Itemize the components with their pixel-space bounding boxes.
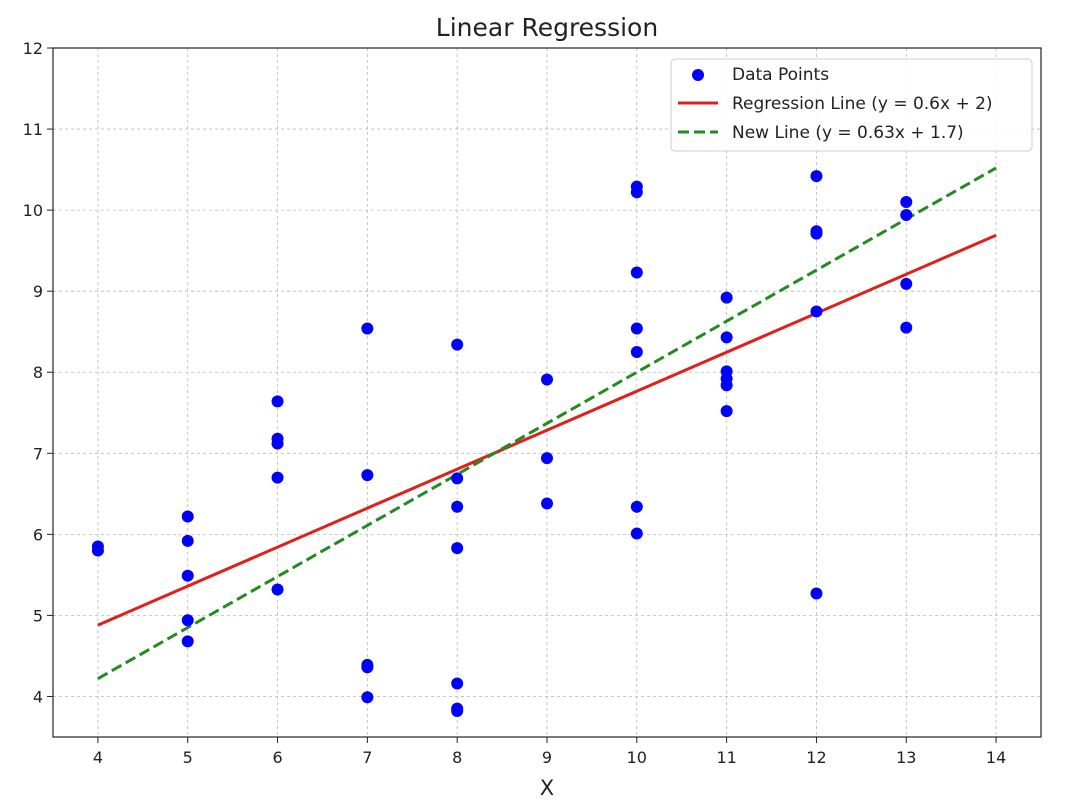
data-point [181,569,194,582]
y-tick-label: 11 [23,120,43,139]
data-point [271,437,284,450]
x-tick-label: 5 [183,748,193,767]
data-point [900,196,913,209]
data-point [181,510,194,523]
data-point [271,583,284,596]
data-point [361,691,374,704]
legend-marker-data-points [692,69,704,81]
y-tick-label: 4 [33,687,43,706]
data-points [91,170,913,718]
x-tick-label: 12 [806,748,826,767]
data-point [900,321,913,334]
y-tick-label: 7 [33,444,43,463]
data-point [630,527,643,540]
x-tick-label: 11 [716,748,736,767]
data-point [451,338,464,351]
x-tick-label: 8 [452,748,462,767]
data-point [361,469,374,482]
data-point [630,186,643,199]
data-point [361,322,374,335]
data-point [541,452,553,465]
y-tick-label: 10 [23,201,43,220]
legend: Data Points Regression Line (y = 0.6x + 2… [670,58,1033,152]
y-tick-label: 8 [33,363,43,382]
x-tick-label: 4 [93,748,103,767]
data-point [720,405,733,418]
data-point [181,534,194,547]
y-tick-label: 5 [33,606,43,625]
data-point [630,266,643,279]
data-point [900,277,913,290]
data-point [810,170,823,183]
data-point [541,373,553,386]
data-point [720,291,733,304]
x-tick-label: 14 [986,748,1006,767]
x-tick-label: 13 [896,748,916,767]
x-axis-ticks: 4 5 6 7 8 9 10 11 12 13 14 [93,737,1006,767]
data-point [810,227,823,240]
legend-box [670,58,1033,152]
legend-label: Regression Line (y = 0.6x + 2) [732,94,993,114]
x-tick-label: 7 [362,748,372,767]
data-point [630,322,643,335]
data-point [900,208,913,221]
x-axis-label: X [540,776,554,800]
data-point [720,331,733,344]
data-point [451,472,464,485]
chart-title: Linear Regression [436,13,658,42]
x-tick-label: 10 [627,748,647,767]
legend-label: New Line (y = 0.63x + 1.7) [732,123,964,143]
data-point [810,305,823,318]
data-point [451,500,464,513]
data-point [361,661,374,674]
y-tick-label: 6 [33,525,43,544]
data-point [541,497,553,510]
data-point [271,395,284,408]
regression-line [97,233,997,627]
data-point [810,587,823,600]
data-point [630,345,643,358]
data-point [91,544,104,557]
y-axis-ticks: 4 5 6 7 8 9 10 11 12 [23,39,53,706]
data-point [271,471,284,484]
data-point [451,542,464,555]
data-point [451,677,464,690]
new-line [97,166,997,680]
data-point [630,500,643,513]
x-tick-label: 6 [272,748,282,767]
legend-label: Data Points [732,65,829,85]
series-lines [97,166,997,680]
x-tick-label: 9 [542,748,552,767]
y-tick-label: 12 [23,39,43,58]
data-point [720,379,733,392]
y-tick-label: 9 [33,282,43,301]
data-point [181,635,194,648]
data-point [451,705,464,718]
data-point [181,614,194,627]
